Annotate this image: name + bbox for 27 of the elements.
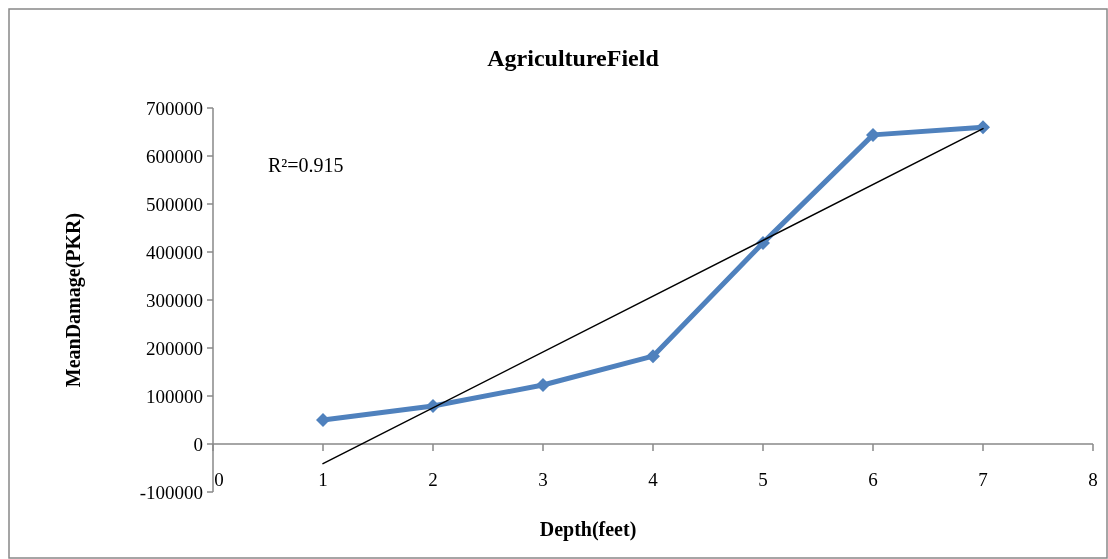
y-tick-label: 600000 <box>146 145 203 167</box>
x-tick-label: 7 <box>978 469 988 490</box>
point <box>866 127 880 142</box>
x-tick-label: 2 <box>428 469 438 490</box>
y-tick-label: 300000 <box>146 289 203 311</box>
x-tick-label: 4 <box>648 469 659 490</box>
y-tick-label: 400000 <box>146 241 203 263</box>
x-tick-label: 6 <box>868 469 878 490</box>
point <box>976 120 990 135</box>
y-tick-label: -100000 <box>139 481 203 503</box>
y-tick-label: 200000 <box>146 337 203 359</box>
annotation: R²=0.915 <box>268 154 344 176</box>
x-tick-label: 3 <box>538 469 548 490</box>
x-tick-label: 8 <box>1088 469 1098 490</box>
y-tick-label: 100000 <box>146 385 203 407</box>
x-tick-label: 1 <box>318 469 328 490</box>
y-tick-label: 0 <box>193 433 203 455</box>
point <box>536 377 550 392</box>
x-tick-label: 5 <box>758 469 768 490</box>
point <box>316 413 330 427</box>
y-tick-label: 500000 <box>146 193 203 215</box>
y-tick-label: 700000 <box>146 97 203 119</box>
x-tick-label: 0 <box>214 469 224 490</box>
y-axis-title: MeanDamage(PKR) <box>62 212 85 388</box>
chart-title: AgricultureField <box>487 45 660 71</box>
point <box>646 349 660 364</box>
x-axis-title: Depth(feet) <box>539 518 637 541</box>
